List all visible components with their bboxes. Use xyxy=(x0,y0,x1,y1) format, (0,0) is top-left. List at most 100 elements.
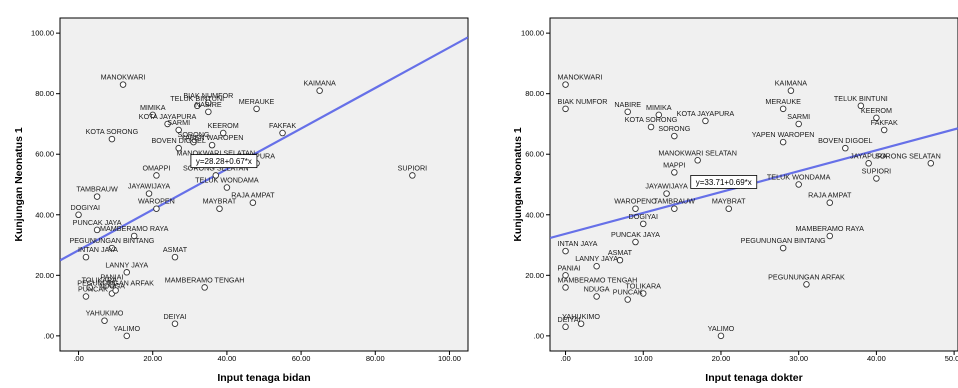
data-point xyxy=(873,175,880,182)
point-label: KEEROM xyxy=(208,121,239,130)
point-label: FAKFAK xyxy=(269,121,296,130)
fit-line xyxy=(60,36,468,262)
y-axis-title: Kunjungan Neonatus 1 xyxy=(512,127,524,241)
data-point xyxy=(640,220,647,228)
data-point xyxy=(108,244,116,252)
x-tick-label: 20.00 xyxy=(712,354,731,363)
y-tick-label: 60.00 xyxy=(525,150,544,159)
point-label: PUNCAK JAYA xyxy=(73,218,122,227)
data-point xyxy=(279,129,286,137)
plot-area xyxy=(59,17,469,352)
data-point xyxy=(632,238,639,246)
data-point xyxy=(616,256,624,264)
y-tick-label: 40.00 xyxy=(525,210,544,219)
point-label: INTAN JAYA xyxy=(78,245,118,254)
x-tick-label: .00 xyxy=(73,354,83,363)
equation-label: y=28.28+0.67*x xyxy=(196,157,252,166)
data-point xyxy=(779,105,787,113)
point-label: YAHUKIMO xyxy=(86,309,124,318)
data-point xyxy=(175,144,182,152)
data-point xyxy=(671,132,678,140)
point-label: MAMBERAMO RAYA xyxy=(796,224,865,233)
point-label: MAMBERAMO TENGAH xyxy=(558,275,638,284)
point-label: ASMAT xyxy=(608,248,633,257)
data-point xyxy=(212,172,220,179)
data-point xyxy=(880,126,888,134)
data-point xyxy=(562,105,569,113)
data-point xyxy=(145,190,153,197)
point-label: KAIMANA xyxy=(775,79,808,88)
data-point xyxy=(632,205,639,212)
data-point xyxy=(119,81,127,88)
chart-dokter: .00 20.00 40.00 60.00 80.00 100.00 .00 10.00 20.… xyxy=(512,17,958,384)
y-tick-label: .00 xyxy=(44,331,54,340)
data-point xyxy=(112,287,119,294)
data-point xyxy=(577,320,585,328)
point-label: MAMBERAMO RAYA xyxy=(100,224,169,233)
point-label: OMAPPI xyxy=(142,163,170,172)
data-point xyxy=(201,284,208,291)
point-label: PEGUNUNGAN BINTANG xyxy=(741,236,826,245)
point-label: MANOKWARI xyxy=(101,73,146,82)
point-label: TELUK BINTUNI xyxy=(170,94,224,103)
y-tick-label: 20.00 xyxy=(35,271,54,280)
data-point xyxy=(725,205,732,212)
data-point xyxy=(223,184,231,191)
data-point xyxy=(108,135,116,143)
data-point xyxy=(624,108,631,116)
data-point xyxy=(316,87,323,94)
data-point xyxy=(123,332,131,340)
x-tick-label: 20.00 xyxy=(143,354,162,363)
point-label: NDUGA xyxy=(584,285,610,294)
point-label: WAROPENO xyxy=(614,197,657,206)
point-label: YALIMO xyxy=(113,324,140,333)
data-point xyxy=(175,126,182,134)
point-label: MERAUKE xyxy=(239,97,275,106)
x-tick-label: 100.00 xyxy=(438,354,461,363)
data-point xyxy=(624,296,631,303)
point-label: MAYBRAT xyxy=(712,197,746,206)
data-point xyxy=(190,138,197,146)
x-tick-label: .00 xyxy=(560,354,570,363)
data-point xyxy=(826,232,834,240)
data-point xyxy=(865,160,872,167)
point-label: TELUK BINTUNI xyxy=(834,94,888,103)
point-label: MAPPI xyxy=(663,160,685,169)
data-point xyxy=(826,199,834,206)
point-label: KAIMANA xyxy=(303,79,336,88)
point-label: ASMAT xyxy=(163,245,188,254)
point-label: BIAK NUMFOR xyxy=(183,91,233,100)
y-tick-label: 60.00 xyxy=(35,150,54,159)
data-point xyxy=(647,123,655,131)
data-point xyxy=(153,205,160,212)
point-label: TELUK WONDAMA xyxy=(195,176,259,185)
point-label: TOLIKARA xyxy=(82,275,118,284)
data-point xyxy=(795,181,802,188)
data-point xyxy=(253,105,260,113)
data-point xyxy=(779,244,787,252)
data-point xyxy=(593,293,600,300)
point-label: PEGUNUNGAN ARFAK xyxy=(768,272,845,281)
y-tick-label: .00 xyxy=(534,331,544,340)
data-point xyxy=(75,211,82,219)
data-point xyxy=(717,332,725,340)
x-tick-label: 10.00 xyxy=(634,354,653,363)
point-label: DOGIYAI xyxy=(629,212,658,221)
data-point xyxy=(108,281,116,288)
data-point xyxy=(216,205,223,212)
point-label: PUNCAK JAYA xyxy=(611,230,660,239)
data-point xyxy=(702,117,709,125)
point-label: PUNCAK xyxy=(613,288,643,297)
data-point xyxy=(82,253,90,261)
point-label: RAJA AMPAT xyxy=(808,191,852,200)
x-tick-label: 60.00 xyxy=(292,354,311,363)
data-point xyxy=(779,138,787,146)
point-label: YAPEN WAROPEN xyxy=(752,130,815,139)
data-point xyxy=(787,87,795,94)
point-label: SORONG xyxy=(658,124,690,133)
data-point xyxy=(671,169,678,176)
point-label: SARMI xyxy=(167,118,190,127)
point-label: DEIYAI xyxy=(163,312,186,321)
data-point xyxy=(93,226,101,234)
